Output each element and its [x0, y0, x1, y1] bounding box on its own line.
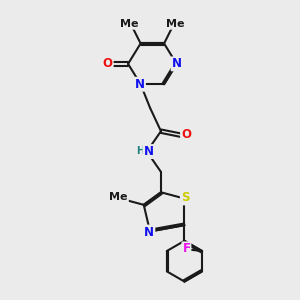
Text: N: N [172, 57, 182, 70]
Text: N: N [143, 145, 153, 158]
Text: Me: Me [166, 19, 184, 29]
Text: Me: Me [110, 192, 128, 202]
Text: N: N [144, 226, 154, 238]
Text: O: O [181, 128, 191, 142]
Text: F: F [182, 242, 190, 255]
Text: S: S [181, 191, 189, 204]
Text: H: H [136, 146, 145, 156]
Text: N: N [135, 78, 145, 91]
Text: O: O [103, 57, 113, 70]
Text: Me: Me [120, 19, 139, 29]
